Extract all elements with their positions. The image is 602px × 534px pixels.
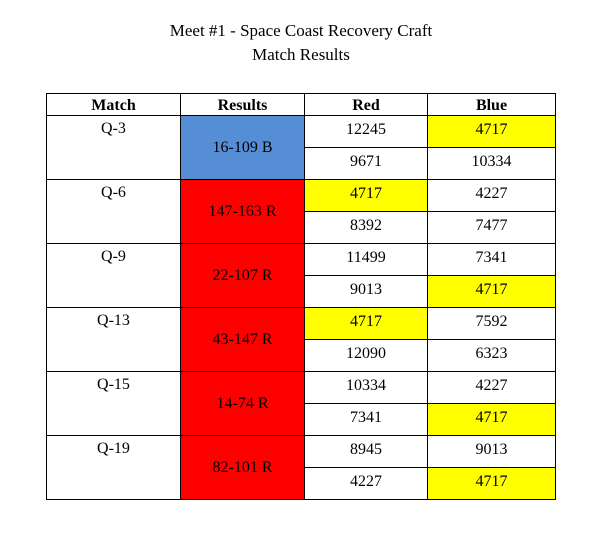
red-team-cell: 11499 [304,243,428,276]
match-id-cell: Q-13 [46,307,181,372]
blue-team-cell: 7592 [427,307,556,340]
red-team-cell: 12245 [304,115,428,148]
red-team-cell: 4717 [304,307,428,340]
table-row: 7341 4717 [47,403,556,436]
table-row: 12090 6323 [47,339,556,372]
match-result-cell: 14-74 R [180,371,305,436]
match-id-cell: Q-9 [46,243,181,308]
blue-team-cell: 7341 [427,243,556,276]
red-team-cell: 4227 [304,467,428,500]
blue-team-cell: 4717 [427,467,556,500]
table-row: Q-3 16-109 B 12245 4717 [46,115,556,180]
table-body: Q-3 16-109 B 12245 4717 9671 10334 Q-6 147-163 … [46,115,556,500]
page-subtitle: Match Results [252,45,350,64]
match-id-cell: Q-15 [46,371,181,436]
blue-team-cell: 9013 [427,435,556,468]
blue-team-cell: 4227 [427,179,556,212]
header-match: Match [46,93,181,116]
match-results-table: Match Results Red Blue Q-3 16-109 B 12245 4… [46,93,556,500]
table-row: Q-13 43-147 R 4717 7592 [46,307,556,372]
blue-team-cell: 4717 [427,275,556,308]
match-id-cell: Q-3 [46,115,181,180]
red-team-cell: 12090 [304,339,428,372]
table-row: 4227 4717 [47,467,556,500]
red-team-cell: 4717 [304,179,428,212]
header-red: Red [304,93,428,116]
page-title: Meet #1 - Space Coast Recovery Craft [169,21,433,40]
red-team-cell: 9013 [304,275,428,308]
match-id-cell: Q-6 [46,179,181,244]
red-team-cell: 8945 [304,435,428,468]
blue-team-cell: 4717 [427,115,556,148]
header-results: Results [180,93,305,116]
table-row: Q-15 14-74 R 10334 4227 [46,371,556,436]
table-row: Q-19 82-101 R 8945 9013 [46,435,556,500]
match-result-cell: 22-107 R [180,243,305,308]
table-row: 8392 7477 [47,211,556,244]
match-result-cell: 43-147 R [180,307,305,372]
table-row: Q-9 22-107 R 11499 7341 [46,243,556,308]
header-blue: Blue [427,93,556,116]
match-result-cell: 16-109 B [180,115,305,180]
blue-team-cell: 4717 [427,403,556,436]
table-row: Q-6 147-163 R 4717 4227 [46,179,556,244]
table-header-row: Match Results Red Blue [46,93,556,116]
blue-team-cell: 7477 [427,211,556,244]
red-team-cell: 8392 [304,211,428,244]
table-row: 9013 4717 [47,275,556,308]
blue-team-cell: 6323 [427,339,556,372]
blue-team-cell: 4227 [427,371,556,404]
red-team-cell: 9671 [304,147,428,180]
red-team-cell: 10334 [304,371,428,404]
table-row: 9671 10334 [47,147,556,180]
match-id-cell: Q-19 [46,435,181,500]
red-team-cell: 7341 [304,403,428,436]
blue-team-cell: 10334 [427,147,556,180]
match-result-cell: 82-101 R [180,435,305,500]
match-result-cell: 147-163 R [180,179,305,244]
